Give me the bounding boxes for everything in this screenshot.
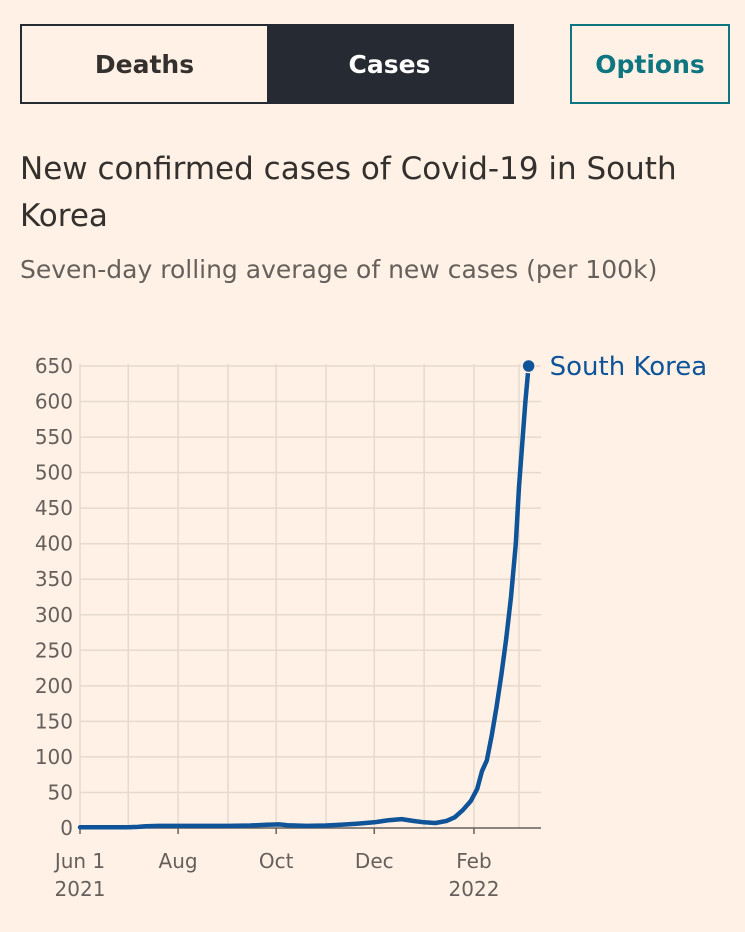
x-tick-label: Oct (259, 849, 294, 873)
chart-title: New confirmed cases of Covid-19 in South… (20, 151, 677, 234)
y-tick-label: 100 (35, 745, 73, 769)
y-tick-label: 0 (60, 816, 73, 840)
y-tick-label: 600 (35, 390, 73, 414)
metric-toggle: Deaths Cases (20, 24, 514, 104)
y-tick-label: 550 (35, 425, 73, 449)
y-tick-label: 650 (35, 354, 73, 378)
y-tick-label: 150 (35, 709, 73, 733)
options-button[interactable]: Options (570, 24, 730, 104)
x-tick-sublabel: 2021 (55, 877, 106, 901)
x-tick-label: Dec (355, 849, 394, 873)
series-line (77, 363, 531, 830)
series-label: South Korea (550, 352, 708, 382)
y-tick-label: 450 (35, 496, 73, 520)
x-tick-label: Aug (159, 849, 198, 873)
x-tick-label: Jun 1 (53, 849, 105, 873)
deaths-tab[interactable]: Deaths (22, 26, 267, 102)
y-tick-label: 350 (35, 567, 73, 591)
y-tick-label: 500 (35, 461, 73, 485)
y-tick-label: 50 (48, 780, 73, 804)
x-tick-label: Feb (456, 849, 491, 873)
y-tick-label: 200 (35, 674, 73, 698)
y-tick-label: 250 (35, 638, 73, 662)
series-end-marker (521, 358, 536, 374)
y-tick-label: 300 (35, 603, 73, 627)
chart-subtitle: Seven-day rolling average of new cases (… (20, 255, 658, 284)
y-tick-label: 400 (35, 532, 73, 556)
x-tick-sublabel: 2022 (449, 877, 500, 901)
cases-tab[interactable]: Cases (267, 26, 512, 102)
